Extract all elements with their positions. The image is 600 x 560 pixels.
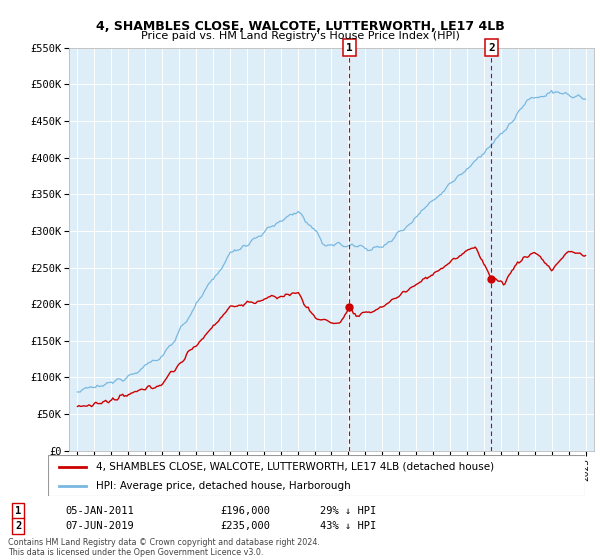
- Text: Price paid vs. HM Land Registry's House Price Index (HPI): Price paid vs. HM Land Registry's House …: [140, 31, 460, 41]
- Text: 1: 1: [346, 43, 352, 53]
- Text: 2: 2: [15, 521, 21, 531]
- Text: 2: 2: [488, 43, 495, 53]
- Text: 4, SHAMBLES CLOSE, WALCOTE, LUTTERWORTH, LE17 4LB (detached house): 4, SHAMBLES CLOSE, WALCOTE, LUTTERWORTH,…: [97, 461, 494, 472]
- Text: 1: 1: [15, 506, 21, 516]
- Text: Contains HM Land Registry data © Crown copyright and database right 2024.: Contains HM Land Registry data © Crown c…: [8, 539, 320, 548]
- Text: 4, SHAMBLES CLOSE, WALCOTE, LUTTERWORTH, LE17 4LB: 4, SHAMBLES CLOSE, WALCOTE, LUTTERWORTH,…: [95, 20, 505, 32]
- Text: 07-JUN-2019: 07-JUN-2019: [65, 521, 134, 531]
- Text: 43% ↓ HPI: 43% ↓ HPI: [320, 521, 376, 531]
- Text: £196,000: £196,000: [220, 506, 270, 516]
- Text: 05-JAN-2011: 05-JAN-2011: [65, 506, 134, 516]
- Text: 29% ↓ HPI: 29% ↓ HPI: [320, 506, 376, 516]
- Text: This data is licensed under the Open Government Licence v3.0.: This data is licensed under the Open Gov…: [8, 548, 263, 557]
- Text: £235,000: £235,000: [220, 521, 270, 531]
- Text: HPI: Average price, detached house, Harborough: HPI: Average price, detached house, Harb…: [97, 480, 351, 491]
